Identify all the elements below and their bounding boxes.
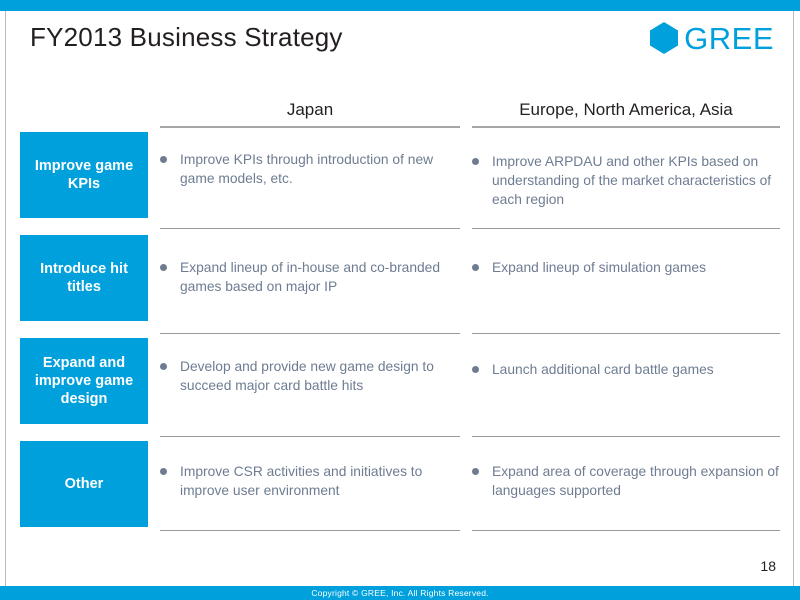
page-title: FY2013 Business Strategy: [30, 22, 343, 52]
row-cell-japan: Develop and provide new game design to s…: [160, 357, 460, 395]
bullet-icon: [472, 366, 479, 373]
column-header-rule-japan: [160, 126, 460, 128]
bullet-icon: [472, 264, 479, 271]
copyright-text: Copyright © GREE, Inc. All Rights Reserv…: [311, 587, 489, 598]
row-cell-japan-text: Improve KPIs through introduction of new…: [180, 152, 434, 187]
row-divider-global: [472, 436, 780, 437]
gree-logo: GREE: [647, 21, 774, 55]
row-cell-global-text: Expand area of coverage through expansio…: [492, 464, 779, 499]
row-cell-global: Expand area of coverage through expansio…: [472, 462, 780, 500]
row-cell-global: Improve ARPDAU and other KPIs based on u…: [472, 152, 780, 209]
row-cell-japan: Improve KPIs through introduction of new…: [160, 150, 460, 188]
row-cell-japan: Improve CSR activities and initiatives t…: [160, 462, 460, 500]
row-cell-japan: Expand lineup of in-house and co-branded…: [160, 258, 460, 296]
row-label-box: Other: [20, 441, 148, 527]
hexagon-icon: [650, 22, 679, 54]
row-divider-japan: [160, 333, 460, 334]
row-cell-japan-text: Develop and provide new game design to s…: [180, 359, 434, 394]
row-cell-japan-text: Expand lineup of in-house and co-branded…: [180, 260, 441, 295]
column-header-global: Europe, North America, Asia: [519, 100, 733, 119]
bullet-icon: [160, 468, 167, 475]
bullet-icon: [472, 468, 479, 475]
row-divider-japan: [160, 530, 460, 531]
gree-logo-text: GREE: [684, 20, 774, 56]
row-divider-global: [472, 530, 780, 531]
column-header-japan: Japan: [286, 100, 334, 119]
row-label-box: Introduce hit titles: [20, 235, 148, 321]
row-cell-global-text: Launch additional card battle games: [492, 362, 714, 377]
row-cell-global: Launch additional card battle games: [472, 360, 780, 379]
row-cell-global: Expand lineup of simulation games: [472, 258, 780, 277]
page-number: 18: [760, 558, 776, 574]
row-label-box: Improve game KPIs: [20, 132, 148, 218]
row-divider-japan: [160, 436, 460, 437]
bullet-icon: [160, 363, 167, 370]
row-divider-global: [472, 333, 780, 334]
top-accent-bar: [0, 0, 800, 11]
row-cell-global-text: Improve ARPDAU and other KPIs based on u…: [492, 154, 772, 208]
row-cell-global-text: Expand lineup of simulation games: [492, 260, 706, 275]
row-label-box: Expand and improve game design: [20, 338, 148, 424]
bullet-icon: [160, 156, 167, 163]
bullet-icon: [160, 264, 167, 271]
row-cell-japan-text: Improve CSR activities and initiatives t…: [180, 464, 423, 499]
column-header-rule-global: [472, 126, 780, 128]
row-divider-global: [472, 228, 780, 229]
bullet-icon: [472, 158, 479, 165]
footer-bar: Copyright © GREE, Inc. All Rights Reserv…: [0, 586, 800, 600]
row-divider-japan: [160, 228, 460, 229]
